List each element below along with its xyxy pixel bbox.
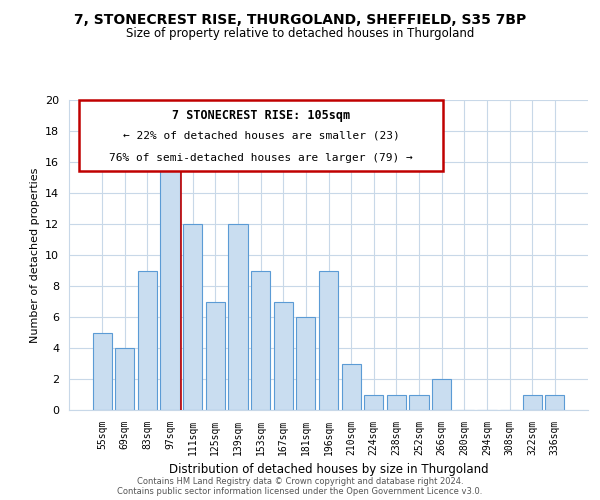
Bar (251, 270, 270, 410)
Bar (387, 394, 406, 410)
Bar (409, 394, 428, 410)
Text: Contains public sector information licensed under the Open Government Licence v3: Contains public sector information licen… (118, 487, 482, 496)
Bar (160, 162, 180, 410)
Text: Size of property relative to detached houses in Thurgoland: Size of property relative to detached ho… (126, 28, 474, 40)
Bar (545, 394, 565, 410)
Text: 76% of semi-detached houses are larger (79) →: 76% of semi-detached houses are larger (… (109, 152, 413, 162)
Bar (364, 394, 383, 410)
Text: ← 22% of detached houses are smaller (23): ← 22% of detached houses are smaller (23… (122, 131, 400, 141)
Bar (432, 379, 451, 410)
Bar (183, 224, 202, 410)
Bar (341, 364, 361, 410)
Bar (274, 302, 293, 410)
Bar (115, 348, 134, 410)
Bar (206, 302, 225, 410)
Text: 7, STONECREST RISE, THURGOLAND, SHEFFIELD, S35 7BP: 7, STONECREST RISE, THURGOLAND, SHEFFIEL… (74, 12, 526, 26)
Y-axis label: Number of detached properties: Number of detached properties (29, 168, 40, 342)
X-axis label: Distribution of detached houses by size in Thurgoland: Distribution of detached houses by size … (169, 464, 488, 476)
Bar (523, 394, 542, 410)
Bar (319, 270, 338, 410)
Bar (229, 224, 248, 410)
Bar (138, 270, 157, 410)
FancyBboxPatch shape (79, 100, 443, 172)
Text: 7 STONECREST RISE: 105sqm: 7 STONECREST RISE: 105sqm (172, 110, 350, 122)
Bar (296, 317, 316, 410)
Bar (92, 332, 112, 410)
Text: Contains HM Land Registry data © Crown copyright and database right 2024.: Contains HM Land Registry data © Crown c… (137, 477, 463, 486)
